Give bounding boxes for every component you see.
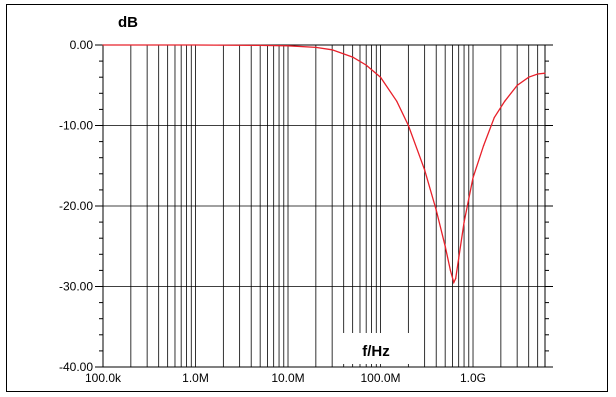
data-point xyxy=(424,169,426,171)
data-point xyxy=(259,44,261,47)
data-point xyxy=(435,209,437,211)
data-point xyxy=(458,257,460,259)
data-point xyxy=(331,49,333,51)
data-point xyxy=(463,221,465,223)
data-point xyxy=(516,84,518,86)
data-point xyxy=(102,44,104,46)
x-tick-label: 1.0G xyxy=(460,371,486,385)
data-point xyxy=(315,46,317,49)
grid xyxy=(103,45,545,367)
y-tick-label: -30.00 xyxy=(59,280,93,294)
data-point xyxy=(453,281,455,284)
data-point xyxy=(528,76,530,78)
data-point xyxy=(396,100,398,102)
data-point xyxy=(472,177,474,179)
data-point xyxy=(504,100,506,102)
data-point xyxy=(365,64,367,66)
data-point xyxy=(444,245,446,247)
ticks xyxy=(95,44,553,368)
x-tick-label: 1.0M xyxy=(182,371,209,385)
data-point xyxy=(544,72,546,74)
series-group xyxy=(102,44,546,285)
y-tick-label: -20.00 xyxy=(59,199,93,213)
data-point xyxy=(537,73,539,75)
x-axis-title: f/Hz xyxy=(362,343,390,360)
x-axis-title-background xyxy=(343,333,409,364)
x-tick-label: 10.0M xyxy=(271,371,304,385)
y-tick-label: -10.00 xyxy=(59,119,93,133)
x-tick-labels: 100.0k 1.0M 10.0M 100.0M 1.0G xyxy=(85,371,486,385)
x-tick-label: 100.0k xyxy=(85,371,122,385)
series-line xyxy=(103,44,546,285)
data-point xyxy=(482,145,485,147)
data-point xyxy=(352,56,354,58)
data-point xyxy=(455,277,457,280)
data-point xyxy=(493,116,495,119)
data-point xyxy=(194,44,197,46)
x-tick-label: 100.0M xyxy=(360,371,400,385)
y-axis-title: dB xyxy=(118,14,138,31)
y-tick-label: -40.00 xyxy=(59,360,93,374)
data-point xyxy=(287,45,289,47)
y-tick-labels: 0.00 -10.00 -20.00 -30.00 -40.00 xyxy=(59,38,93,374)
chart-frame xyxy=(6,4,608,392)
data-point xyxy=(407,124,409,127)
data-point xyxy=(449,269,452,271)
plot-area xyxy=(102,44,546,368)
y-tick-label: 0.00 xyxy=(70,38,94,52)
data-point xyxy=(379,76,382,78)
